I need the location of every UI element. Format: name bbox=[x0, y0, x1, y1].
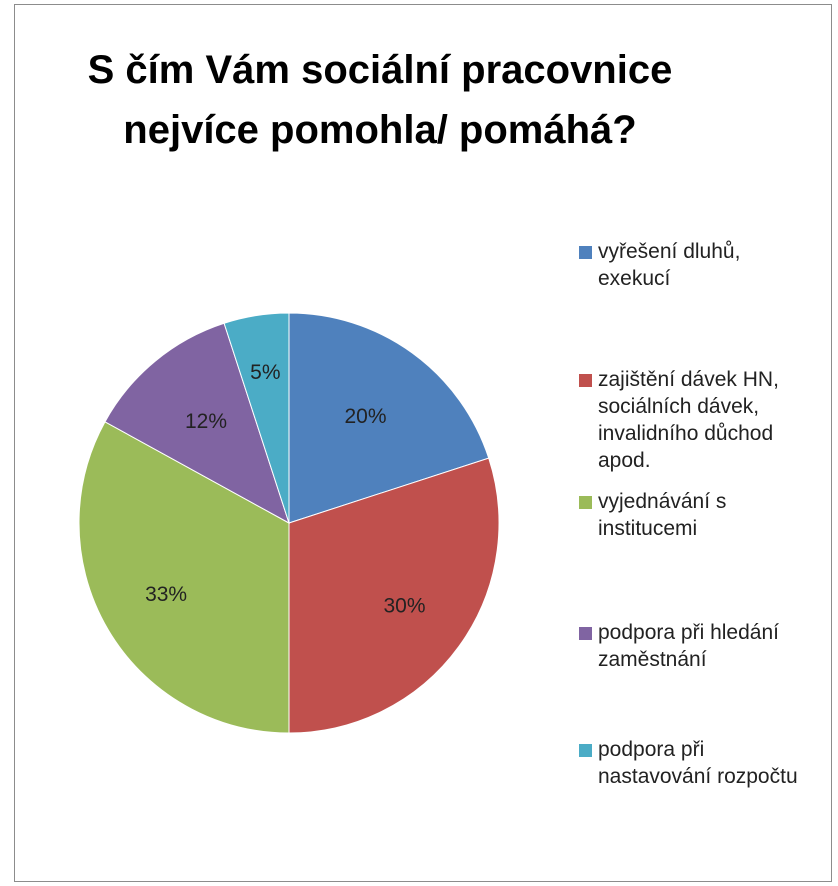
legend-label-5: podpora při nastavování rozpočtu bbox=[598, 738, 798, 788]
pie-slice-4 bbox=[104, 322, 290, 525]
data-label-2: 30% bbox=[384, 594, 426, 617]
pie-slice-3 bbox=[78, 421, 290, 734]
data-label-4: 12% bbox=[185, 410, 227, 433]
data-label-1: 20% bbox=[345, 405, 387, 428]
pie-slice-2 bbox=[288, 457, 500, 734]
legend-label-2: zajištění dávek HN, sociálních dávek, in… bbox=[598, 368, 779, 472]
data-label-3: 33% bbox=[145, 583, 187, 606]
data-label-5: 5% bbox=[250, 361, 280, 384]
pie-slice-5 bbox=[223, 312, 290, 524]
pie-slice-1 bbox=[288, 312, 490, 524]
legend-label-4: podpora při hledání zaměstnání bbox=[598, 621, 779, 671]
legend-swatch-1 bbox=[579, 246, 592, 259]
legend-swatch-3 bbox=[579, 496, 592, 509]
legend-swatch-5 bbox=[579, 744, 592, 757]
legend-label-1: vyřešení dluhů, exekucí bbox=[598, 240, 741, 290]
legend-swatch-4 bbox=[579, 627, 592, 640]
legend-label-3: vyjednávání s institucemi bbox=[598, 490, 727, 540]
chart-title-line-1: S čím Vám sociální pracovnice bbox=[87, 48, 673, 92]
chart-title-line-2: nejvíce pomohla/ pomáhá? bbox=[123, 108, 637, 152]
chart-title: S čím Vám sociální pracovnice nejvíce po… bbox=[0, 40, 760, 160]
legend-swatch-2 bbox=[579, 374, 592, 387]
